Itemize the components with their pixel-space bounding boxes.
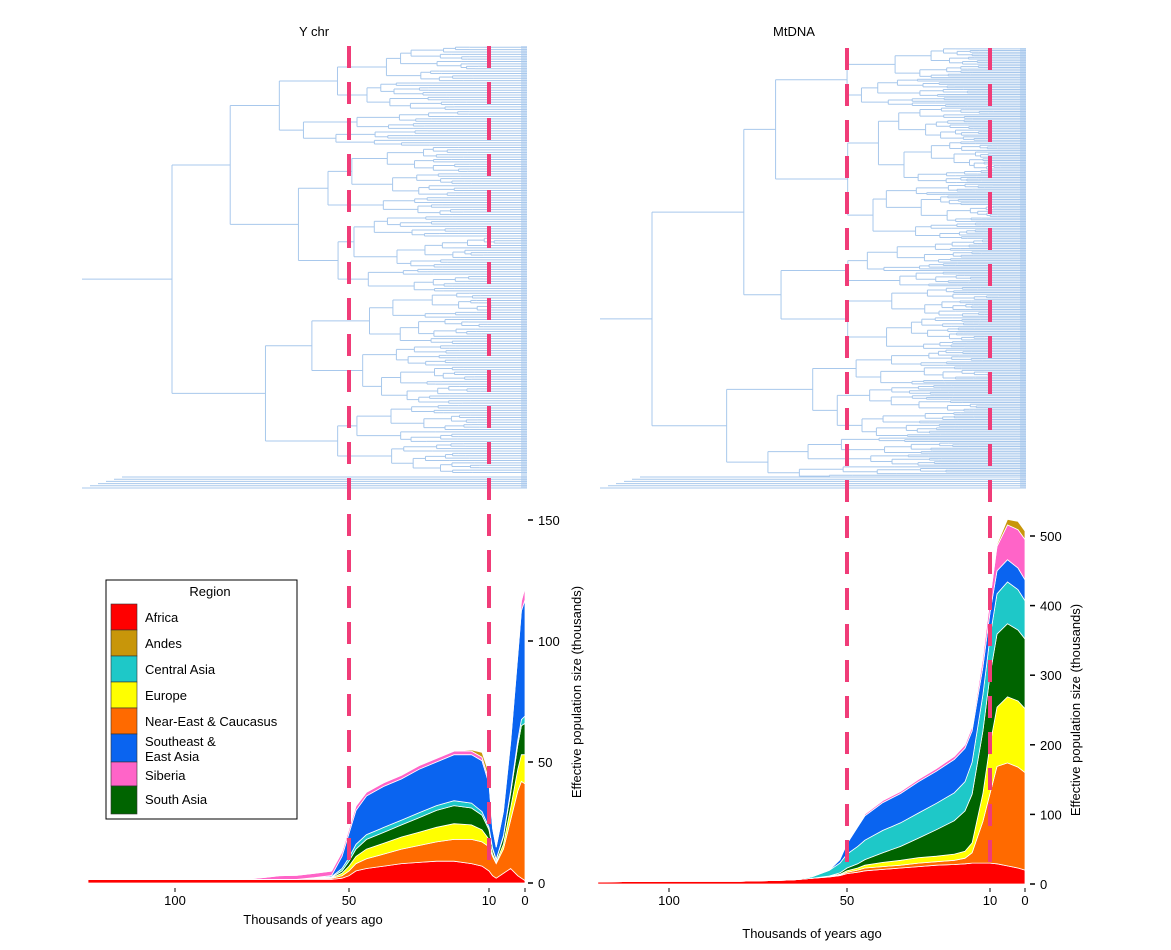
mtdna-y-tick-label: 300	[1040, 668, 1062, 683]
ychr-y-tick-label: 150	[538, 513, 560, 528]
ychr-y-tick-label: 100	[538, 634, 560, 649]
legend-label: Siberia	[145, 768, 186, 783]
legend-label: Near-East & Caucasus	[145, 714, 278, 729]
legend-title: Region	[189, 584, 230, 599]
legend-label: South Asia	[145, 792, 208, 807]
ychr-x-tick-label: 10	[482, 893, 496, 908]
legend-swatch	[110, 603, 138, 631]
mtdna-y-tick-label: 0	[1040, 877, 1047, 892]
legend-label: Central Asia	[145, 662, 216, 677]
ychr-phylogenetic-tree	[82, 46, 527, 489]
legend-swatch	[110, 629, 138, 657]
mtdna-x-tick-label: 0	[1021, 893, 1028, 908]
mtdna-x-tick-label: 100	[658, 893, 680, 908]
legend-swatch	[110, 733, 138, 763]
ychr-title: Y chr	[299, 24, 330, 39]
legend: Region Africa Andes Central Asia Europe Near…	[105, 579, 298, 820]
legend-swatch	[110, 681, 138, 709]
ychr-y-axis-label: Effective population size (thousands)	[569, 586, 584, 798]
ychr-x-tick-label: 0	[521, 893, 528, 908]
ychr-x-tick-label: 100	[164, 893, 186, 908]
mtdna-x-tick-label: 10	[983, 893, 997, 908]
mtdna-x-axis-label: Thousands of years ago	[742, 926, 881, 941]
mtdna-title: MtDNA	[773, 24, 815, 39]
legend-items: Africa Andes Central Asia Europe Near-East &…	[110, 603, 278, 815]
mtdna-x-tick-label: 50	[840, 893, 854, 908]
ychr-y-tick-label: 0	[538, 876, 545, 891]
mtdna-y-axis-label: Effective population size (thousands)	[1068, 604, 1083, 816]
area-andes	[88, 586, 526, 880]
legend-label: Southeast & East Asia	[145, 734, 216, 764]
legend-swatch	[110, 761, 138, 787]
legend-swatch	[110, 785, 138, 815]
ychr-y-tick-label: 50	[538, 755, 552, 770]
mtdna-phylogenetic-tree	[600, 48, 1026, 489]
legend-label: Andes	[145, 636, 182, 651]
area-africa	[597, 862, 1026, 885]
ychr-x-axis-label: Thousands of years ago	[243, 912, 382, 927]
legend-label: Europe	[145, 688, 187, 703]
mtdna-y-tick-label: 100	[1040, 807, 1062, 822]
mtdna-reference-lines	[845, 48, 992, 872]
ychr-reference-lines	[347, 46, 491, 872]
mtdna-y-tick-label: 400	[1040, 599, 1062, 614]
legend-swatch	[110, 707, 138, 735]
mtdna-y-tick-label: 200	[1040, 738, 1062, 753]
tree-leaf-comb	[1020, 48, 1026, 488]
mtdna-stacked-areas	[597, 518, 1026, 885]
legend-swatch	[110, 655, 138, 683]
tree-leaf-comb	[521, 46, 527, 488]
ychr-stacked-areas	[87, 586, 526, 884]
ychr-x-tick-label: 50	[342, 893, 356, 908]
mtdna-y-tick-label: 500	[1040, 529, 1062, 544]
legend-label: Africa	[145, 610, 179, 625]
legend-box	[105, 579, 298, 820]
